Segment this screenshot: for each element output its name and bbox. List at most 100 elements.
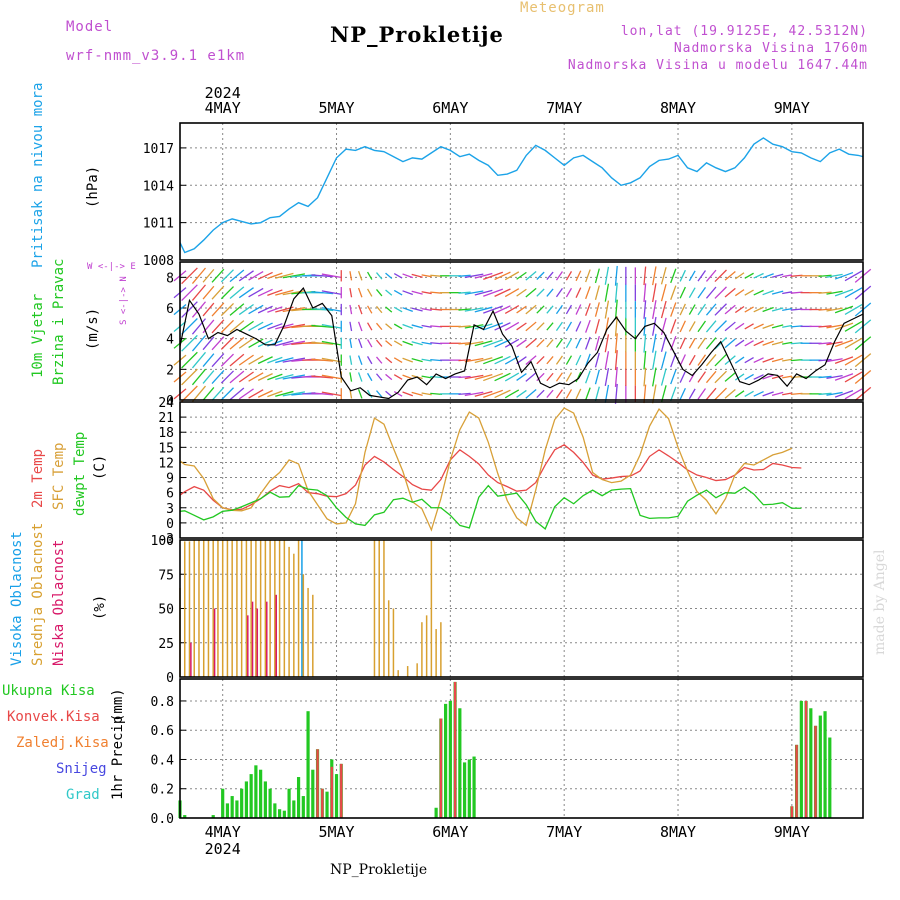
wind-arrow xyxy=(411,290,423,295)
wind-arrow xyxy=(844,320,863,332)
wind-arrow xyxy=(375,373,383,381)
wind-arrow xyxy=(525,321,537,332)
wind-arrow xyxy=(688,304,696,315)
precip-tick-label: 0.6 xyxy=(151,724,174,739)
wind-arrow xyxy=(385,306,393,313)
cloud-tick-label: 75 xyxy=(158,568,174,583)
precip-total-bar xyxy=(240,788,244,818)
wind-arrow xyxy=(248,304,264,315)
wind-arrow xyxy=(565,271,573,281)
wind-arrow xyxy=(546,305,554,314)
wind-arrow xyxy=(516,288,527,297)
wind-arrow xyxy=(494,271,511,281)
pressure-tick-label: 1014 xyxy=(143,179,174,194)
wind-arrow xyxy=(604,283,610,302)
wind-arrow xyxy=(483,355,504,365)
wind-arrow xyxy=(464,273,484,279)
wind-arrow xyxy=(267,390,283,398)
wind-arrow xyxy=(366,356,373,365)
wind-arrow xyxy=(238,320,254,332)
wind-arrow xyxy=(714,370,727,384)
wind-arrow xyxy=(311,341,334,345)
wind-tick-label: 4 xyxy=(166,333,174,348)
precip-total-bar xyxy=(799,700,803,818)
wind-arrow xyxy=(483,288,504,297)
wind-arrow xyxy=(782,308,793,312)
precip-total-bar xyxy=(254,765,258,818)
wind-arrow xyxy=(402,290,413,296)
wind-arrow xyxy=(660,267,667,285)
wind-arrow xyxy=(275,390,294,397)
wind-arrow xyxy=(375,272,383,280)
wind-arrow xyxy=(385,323,393,330)
wind-arrow xyxy=(349,271,353,281)
wind-arrow xyxy=(575,354,582,366)
wind-arrow xyxy=(275,323,294,330)
wind-arrow xyxy=(220,387,234,401)
wind-arrow xyxy=(753,272,764,279)
wind-arrow xyxy=(753,340,764,347)
wind-arrow xyxy=(771,307,784,312)
precip-total-bar xyxy=(828,737,832,818)
wind-arrow xyxy=(575,388,582,400)
wind-arrow xyxy=(211,285,225,300)
panel-frame xyxy=(179,122,864,261)
wind-arrow xyxy=(191,318,207,335)
wind-arrow xyxy=(421,324,432,328)
wind-arrow xyxy=(546,288,554,297)
wind-arrow xyxy=(220,269,234,283)
wind-arrow xyxy=(321,374,342,380)
wind-tick-label: 0 xyxy=(166,394,174,409)
wind-arrow xyxy=(202,319,215,334)
wind-arrow xyxy=(238,388,254,400)
wind-arrow xyxy=(211,369,225,385)
wind-arrow xyxy=(494,389,511,399)
wind-arrow xyxy=(211,336,225,351)
wind-arrow xyxy=(516,271,527,280)
wind-arrow xyxy=(229,370,245,384)
wind-arrow xyxy=(688,270,696,282)
wind-arrow xyxy=(229,303,245,316)
wind-arrow xyxy=(191,385,207,403)
wind-arrow xyxy=(714,286,727,299)
wind-arrow xyxy=(267,272,283,280)
wind-arrow xyxy=(643,266,647,286)
wind-arrow xyxy=(385,373,393,381)
wind-arrow xyxy=(714,320,727,333)
wind-arrow xyxy=(585,353,591,367)
wind-arrow xyxy=(421,308,432,312)
wind-arrow xyxy=(402,307,413,313)
wind-arrow xyxy=(660,283,667,302)
precip-conv-bar xyxy=(316,749,319,818)
temp-tick-label: -3 xyxy=(158,532,174,547)
wind-arrow xyxy=(191,335,207,352)
cloud-tick-label: 0 xyxy=(166,671,174,686)
wind-arrow xyxy=(393,289,403,296)
wind-arrow xyxy=(275,272,294,279)
wind-arrow xyxy=(516,339,527,348)
precip-total-bar xyxy=(301,796,305,818)
wind-arrow xyxy=(744,373,754,381)
wind-arrow xyxy=(660,300,667,319)
wind-arrow xyxy=(411,273,423,278)
wind-arrow xyxy=(375,339,383,347)
wind-arrow xyxy=(670,285,677,300)
precip-total-bar xyxy=(434,807,438,818)
wind-arrow xyxy=(753,374,764,380)
wind-arrow xyxy=(790,291,803,294)
wind-arrow xyxy=(826,374,843,380)
wind-arrow xyxy=(267,323,283,330)
wind-arrow xyxy=(762,374,774,380)
wind-arrow xyxy=(349,304,353,315)
wind-arrow xyxy=(652,300,657,320)
wind-arrow xyxy=(385,340,393,347)
wind-arrow xyxy=(421,291,432,295)
wind-arrow xyxy=(430,358,443,362)
wind-arrow xyxy=(181,351,198,369)
wind-arrow xyxy=(458,392,471,396)
wind-arrow xyxy=(504,321,520,331)
wind-arrow xyxy=(652,367,657,387)
wind-arrow xyxy=(546,339,554,348)
wind-arrow xyxy=(421,341,432,345)
precip-total-bar xyxy=(448,700,452,818)
